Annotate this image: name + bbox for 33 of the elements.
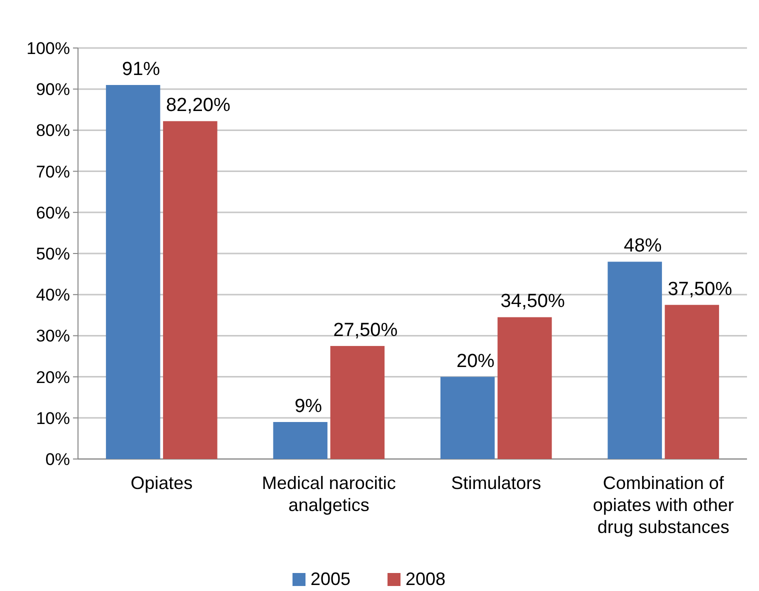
legend-label: 2005: [310, 569, 351, 589]
bar: [330, 346, 385, 459]
bar: [106, 84, 160, 459]
legend-label: 2008: [406, 569, 446, 589]
y-tick-label: 100%: [26, 38, 70, 58]
bar: [664, 304, 720, 459]
data-label: 37,50%: [668, 278, 732, 300]
y-tick-label: 40%: [36, 286, 70, 305]
data-label: 91%: [122, 58, 160, 80]
y-tick-label: 30%: [36, 326, 70, 346]
y-tick-label: 50%: [36, 244, 70, 264]
y-tick-label: 10%: [36, 408, 70, 428]
data-label: 48%: [624, 236, 662, 257]
bar: [163, 121, 218, 459]
data-label: 27,50%: [333, 320, 398, 341]
data-label: 34,50%: [500, 291, 565, 312]
y-tick-label: 60%: [36, 203, 70, 222]
data-label: 82,20%: [166, 95, 230, 116]
y-tick-label: 90%: [36, 80, 70, 100]
x-tick-label: Medical narocitic analgetics: [262, 473, 396, 515]
data-label: 9%: [294, 396, 322, 418]
y-tick-label: 0%: [45, 450, 70, 469]
bar: [608, 262, 662, 459]
bar: [440, 376, 495, 459]
y-tick-label: 70%: [36, 162, 70, 182]
x-tick-label: Opiates: [130, 473, 193, 493]
x-tick-label: Stimulators: [451, 473, 542, 493]
bar: [273, 422, 328, 459]
x-tick-label: Combination of opiates with other drug substances: [592, 473, 734, 537]
bar: [498, 317, 552, 459]
y-tick-label: 80%: [36, 121, 70, 140]
data-label: 20%: [456, 350, 495, 372]
y-tick-label: 20%: [36, 368, 70, 387]
